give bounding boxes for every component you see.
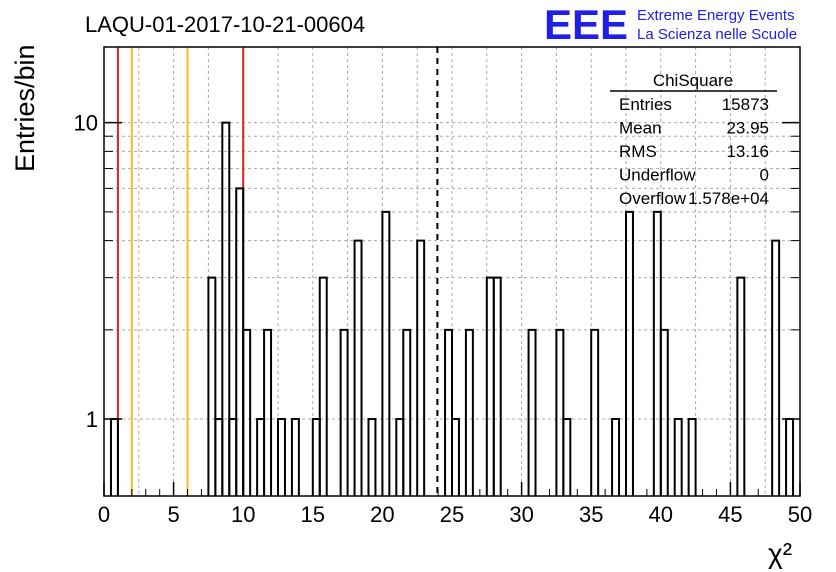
histogram-bin (771, 239, 781, 496)
logo-line-2: La Scienza nelle Scuole (637, 26, 797, 43)
histogram-bin (381, 210, 391, 496)
histogram-bin (221, 121, 231, 496)
histogram-bin (736, 276, 746, 496)
y-axis-label: Entries/bin (10, 44, 40, 172)
x-tick-label: 20 (370, 502, 394, 527)
x-axis-label: χ² (768, 538, 792, 569)
histogram-bin (673, 418, 683, 496)
histogram-bin (395, 418, 405, 496)
stats-row-label: Entries (619, 95, 672, 114)
histogram-bin (492, 276, 502, 496)
histogram-bin (444, 328, 453, 496)
histogram-bin (464, 328, 474, 496)
histogram-bin (207, 276, 217, 496)
histogram-bin (235, 187, 245, 496)
x-tick-label: 40 (649, 502, 673, 527)
stats-rows: Entries 15873 Mean 23.95 RMS 13.16 Underflow 0 O… (619, 95, 769, 208)
x-tick-label: 5 (167, 502, 179, 527)
histogram (109, 121, 795, 496)
histogram-bin (451, 418, 460, 496)
chart-title: LAQU-01-2017-10-21-00604 (85, 12, 365, 37)
x-tick-label: 30 (509, 502, 533, 527)
x-tick-label: 45 (718, 502, 742, 527)
y-tick-label: 10 (74, 111, 98, 136)
stats-row-value: 0 (760, 166, 769, 185)
histogram-bin (625, 210, 634, 496)
stats-row-label: Underflow (619, 166, 696, 185)
histogram-bin (353, 239, 363, 496)
histogram-bin (277, 418, 286, 496)
x-tick-label: 50 (788, 502, 812, 527)
histogram-bin (367, 418, 377, 496)
histogram-bin (109, 418, 119, 496)
logo-line-1: Extreme Energy Events (637, 7, 795, 24)
stats-row-value: 23.95 (726, 119, 769, 138)
histogram-bin (785, 418, 795, 496)
histogram-bin (242, 328, 252, 496)
histogram-bin (652, 210, 662, 496)
axes: 0 5 10 15 20 25 30 35 40 45 50 1 10 (74, 111, 813, 527)
eee-logo: EEE Extreme Energy Events La Scienza nel… (544, 1, 797, 48)
x-tick-label: 10 (231, 502, 255, 527)
histogram-bin (339, 328, 349, 496)
stats-title: ChiSquare (653, 71, 733, 90)
stats-row-value: 15873 (722, 95, 769, 114)
histogram-bin (562, 418, 572, 496)
histogram-bin (611, 418, 621, 496)
histogram-bin (555, 328, 565, 496)
histogram-bin (290, 418, 300, 496)
histogram-bin (590, 328, 600, 496)
histogram-bin (416, 239, 426, 496)
histogram-bin (527, 328, 537, 496)
y-tick-label: 1 (86, 407, 98, 432)
histogram-bin (485, 276, 495, 496)
histogram-bin (228, 418, 238, 496)
histogram-bin (311, 418, 321, 496)
stats-row-label: Mean (619, 119, 662, 138)
x-tick-label: 35 (579, 502, 603, 527)
x-tick-label: 15 (301, 502, 325, 527)
histogram-bin (659, 328, 669, 496)
histogram-bin (256, 418, 266, 496)
stats-row-label: RMS (619, 142, 657, 161)
x-tick-label: 25 (440, 502, 464, 527)
histogram-bin (263, 328, 273, 496)
histogram-bin (214, 418, 224, 496)
x-tick-label: 0 (98, 502, 110, 527)
logo-mark: EEE (544, 1, 628, 48)
histogram-bin (687, 418, 697, 496)
histogram-bin (402, 328, 412, 496)
stats-box: ChiSquare Entries 15873 Mean 23.95 RMS 13.16 U… (610, 71, 777, 208)
stats-row-value: 13.16 (726, 142, 769, 161)
histogram-bin (318, 276, 328, 496)
stats-row-value: 1.578e+04 (688, 189, 769, 208)
stats-row-label: Overflow (619, 189, 687, 208)
